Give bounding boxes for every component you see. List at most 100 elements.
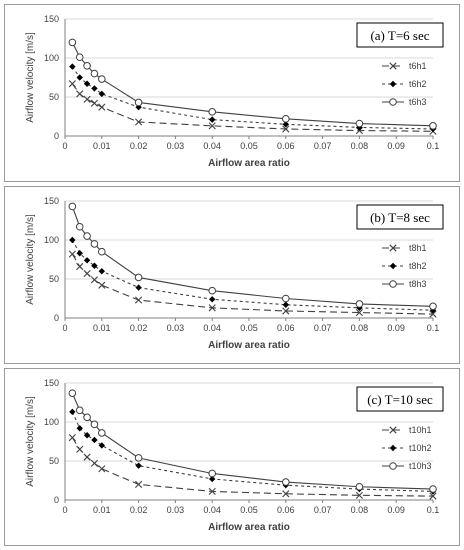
data-point-circle-marker — [75, 53, 84, 62]
x-tick-label: 0.06 — [277, 323, 295, 333]
data-point-diamond-marker — [282, 121, 289, 128]
x-tick-label: 0.06 — [277, 505, 295, 515]
x-tick-label: 0.07 — [314, 505, 332, 515]
series-line-t8h2 — [71, 239, 434, 311]
chart-title: (a) T=6 sec — [370, 28, 429, 43]
data-point-x-marker — [98, 281, 106, 289]
x-tick-label: 0.01 — [93, 505, 111, 515]
data-point-x-marker — [68, 250, 76, 258]
data-point-x-marker — [135, 296, 143, 304]
x-tick-label: 0.05 — [240, 141, 258, 151]
data-point-x-marker — [83, 453, 91, 461]
data-point-circle-marker — [355, 482, 364, 491]
legend-label-t8h2: t8h2 — [409, 261, 427, 271]
data-point-x-marker — [76, 445, 84, 453]
data-point-x-marker — [135, 118, 143, 126]
data-point-x-marker — [98, 465, 106, 473]
legend-label-t6h3: t6h3 — [409, 97, 427, 107]
data-point-x-marker — [429, 492, 437, 500]
y-axis-title: Airflow velocity [m/s] — [25, 32, 36, 123]
legend-label-t10h3: t10h3 — [409, 461, 432, 471]
data-point-diamond-marker — [69, 236, 76, 244]
data-point-circle-marker — [75, 222, 84, 231]
x-tick-label: 0.09 — [387, 323, 405, 333]
data-point-circle-marker — [389, 462, 397, 470]
data-point-diamond-marker — [69, 408, 76, 416]
x-tick-label: 0.04 — [203, 323, 221, 333]
data-point-circle-marker — [83, 232, 91, 240]
data-point-diamond-marker — [98, 268, 105, 275]
data-point-x-marker — [282, 307, 290, 315]
legend-label-t6h1: t6h1 — [409, 61, 427, 71]
x-tick-label: 0 — [62, 323, 67, 333]
data-point-diamond-marker — [91, 85, 98, 92]
data-point-x-marker — [355, 491, 363, 499]
data-point-circle-marker — [68, 202, 77, 211]
y-tick-label: 0 — [54, 131, 59, 141]
x-tick-label: 0.06 — [277, 141, 295, 151]
data-point-x-marker — [389, 426, 397, 434]
data-point-x-marker — [68, 80, 76, 88]
data-point-x-marker — [76, 90, 84, 98]
x-tick-label: 0.05 — [240, 323, 258, 333]
data-point-x-marker — [389, 62, 397, 70]
data-point-diamond-marker — [389, 262, 397, 270]
series-line-t8h1 — [71, 253, 434, 315]
series-line-t6h2 — [71, 66, 434, 130]
series-line-t8h3 — [71, 206, 434, 307]
data-point-circle-marker — [98, 247, 106, 256]
data-point-circle-marker — [68, 389, 77, 397]
data-point-diamond-marker — [76, 74, 83, 81]
y-axis-title: Airflow velocity [m/s] — [25, 396, 36, 487]
data-point-circle-marker — [83, 413, 91, 422]
x-tick-label: 0.02 — [130, 505, 148, 515]
data-point-diamond-marker — [135, 462, 142, 469]
data-point-x-marker — [90, 99, 99, 107]
x-tick-label: 0.05 — [240, 505, 258, 515]
data-point-x-marker — [208, 122, 216, 130]
x-tick-label: 0.1 — [427, 505, 440, 515]
data-point-x-marker — [355, 308, 363, 317]
data-point-circle-marker — [389, 280, 397, 288]
x-tick-label: 0 — [62, 141, 67, 151]
y-tick-label: 150 — [44, 378, 59, 388]
data-point-x-marker — [68, 434, 76, 442]
x-tick-label: 0.09 — [387, 141, 405, 151]
data-point-x-marker — [135, 480, 143, 488]
y-tick-label: 150 — [44, 14, 59, 24]
y-tick-label: 50 — [49, 92, 59, 102]
data-point-x-marker — [389, 244, 397, 252]
x-tick-label: 0.08 — [351, 141, 369, 151]
data-point-x-marker — [282, 490, 290, 498]
data-point-diamond-marker — [76, 425, 83, 432]
x-tick-label: 0.1 — [427, 141, 440, 151]
data-point-diamond-marker — [83, 80, 91, 87]
x-tick-label: 0.01 — [93, 323, 111, 333]
x-tick-label: 0.02 — [130, 323, 148, 333]
data-point-diamond-marker — [83, 432, 91, 439]
data-point-diamond-marker — [209, 475, 216, 483]
x-tick-label: 0.1 — [427, 323, 440, 333]
data-point-circle-marker — [68, 38, 77, 47]
data-point-circle-marker — [98, 75, 106, 83]
chart-title-box — [356, 386, 444, 412]
series-line-t6h3 — [71, 42, 434, 127]
legend-label-t8h3: t8h3 — [409, 279, 427, 289]
series-line-t6h1 — [71, 83, 434, 132]
data-point-circle-marker — [98, 429, 106, 437]
data-point-circle-marker — [429, 485, 437, 493]
chart-panel-b: 0 50 100 150 0 0.01 0.02 0.03 0.04 0.05 0.06 0.07 0.… — [4, 186, 460, 364]
y-tick-label: 50 — [49, 456, 59, 466]
series-line-t10h1 — [71, 437, 434, 497]
chart-a: 0 50 100 150 0 0.01 0.02 0.03 0.04 0.05 0.06 0.07 0.… — [25, 14, 444, 169]
data-point-diamond-marker — [389, 80, 397, 88]
data-point-x-marker — [90, 276, 99, 284]
x-tick-label: 0.07 — [314, 141, 332, 151]
legend-label-t8h1: t8h1 — [409, 243, 427, 253]
data-point-circle-marker — [429, 122, 437, 130]
data-point-circle-marker — [208, 286, 216, 295]
x-tick-label: 0.04 — [203, 141, 221, 151]
data-point-x-marker — [83, 269, 91, 278]
chart-title: (c) T=10 sec — [367, 392, 433, 407]
x-tick-label: 0.03 — [167, 505, 185, 515]
